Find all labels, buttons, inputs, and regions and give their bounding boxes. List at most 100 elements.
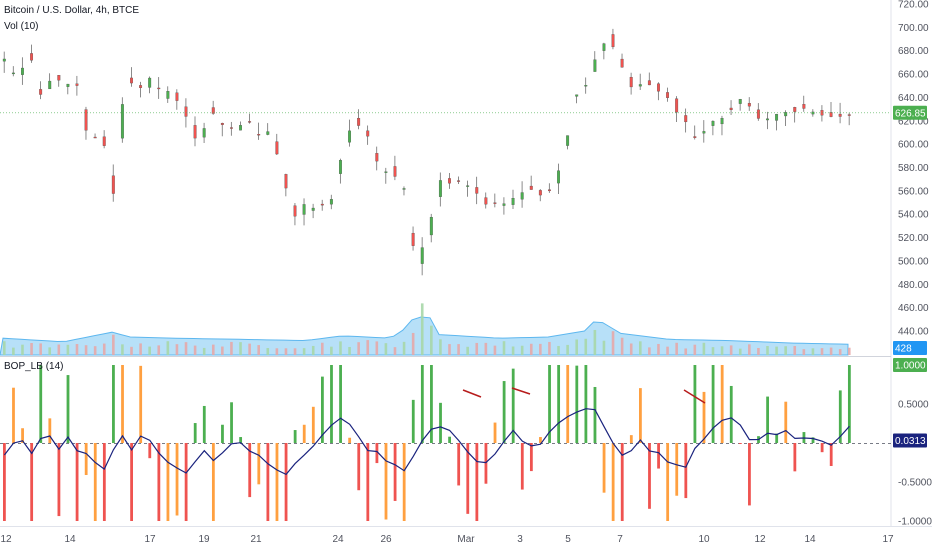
volume-bar xyxy=(493,345,497,355)
candle-body xyxy=(466,185,470,187)
candle-body xyxy=(21,67,24,75)
bop-bar xyxy=(602,443,606,493)
bop-top-tag: 1.0000 xyxy=(895,361,926,372)
bop-bar xyxy=(148,443,152,459)
candle-body xyxy=(366,130,370,137)
candle-body xyxy=(257,134,261,136)
candle-body xyxy=(584,85,588,87)
candle-body xyxy=(120,104,124,139)
bop-bar xyxy=(793,443,797,472)
volume-bar xyxy=(784,346,787,355)
volume-bar xyxy=(148,346,151,355)
candle-body xyxy=(384,171,388,173)
volume-bar xyxy=(548,341,551,355)
bop-bar xyxy=(157,443,161,521)
bop-bar xyxy=(112,365,115,443)
volume-bar xyxy=(339,341,342,355)
bop-bar xyxy=(102,443,106,521)
volume-bar xyxy=(748,344,751,355)
volume-bar xyxy=(393,347,397,355)
bop-bar xyxy=(221,424,224,443)
candle-body xyxy=(320,203,324,206)
candle-body xyxy=(693,136,697,138)
candle-body xyxy=(729,107,733,111)
bop-bar xyxy=(393,443,397,501)
candle-body xyxy=(638,84,642,87)
bop-bar xyxy=(348,437,352,443)
bop-bar xyxy=(775,433,779,443)
bop-bar xyxy=(130,443,133,521)
bop-bar xyxy=(202,405,206,443)
candle-body xyxy=(84,109,88,131)
bop-bar xyxy=(457,443,461,486)
bop-bar xyxy=(847,365,851,443)
indicator-legend: BOP_LB (14) xyxy=(4,361,64,372)
bop-axis-label: -0.5000 xyxy=(898,478,932,489)
volume-bar xyxy=(66,344,70,355)
candle-body xyxy=(429,217,433,236)
volume-bar xyxy=(366,340,370,355)
candle-body xyxy=(93,136,97,139)
bop-bar xyxy=(675,443,679,496)
bop-bar xyxy=(12,387,15,443)
volume-bar xyxy=(384,343,388,355)
bop-bar xyxy=(748,443,751,506)
volume-bar xyxy=(202,347,206,355)
divergence-line xyxy=(462,389,482,398)
time-axis-label: 7 xyxy=(617,534,623,545)
volume-bar xyxy=(30,343,33,355)
bop-bar xyxy=(248,443,252,498)
price-axis-label: 720.00 xyxy=(898,0,929,11)
volume-bar xyxy=(711,347,715,355)
volume-bar xyxy=(375,341,379,355)
volume-bar xyxy=(420,303,424,355)
volume-legend: Vol (10) xyxy=(4,21,39,32)
volume-bar xyxy=(702,342,706,355)
bop-bar xyxy=(230,402,233,443)
volume-bar xyxy=(847,347,851,355)
volume-bar xyxy=(102,343,106,355)
volume-bar xyxy=(566,344,569,355)
bop-bar xyxy=(330,365,333,443)
price-axis-label: 620.00 xyxy=(898,116,929,127)
volume-bar xyxy=(157,345,161,355)
bop-bar xyxy=(84,443,88,476)
volume-bar xyxy=(766,346,769,355)
bop-axis-label: 0.5000 xyxy=(898,400,929,411)
volume-tag-bg xyxy=(893,341,927,355)
volume-bar xyxy=(221,346,224,355)
volume-bar xyxy=(775,346,778,355)
volume-bar xyxy=(757,348,760,355)
volume-bar xyxy=(348,346,351,355)
candle-body xyxy=(620,58,624,68)
candle-body xyxy=(647,80,651,86)
bop-bar xyxy=(648,443,651,509)
candle-body xyxy=(248,121,252,123)
candle-body xyxy=(666,92,670,98)
bop-bar xyxy=(629,435,633,443)
candle-body xyxy=(538,190,542,196)
bop-bar xyxy=(366,443,370,521)
volume-bar xyxy=(502,341,506,355)
candle-body xyxy=(348,130,352,143)
bop-bar xyxy=(702,391,706,443)
volume-bar xyxy=(820,348,824,355)
price-axis-label: 500.00 xyxy=(898,256,929,267)
time-axis-label: 12 xyxy=(754,534,766,545)
candle-body xyxy=(30,53,34,61)
candle-body xyxy=(266,131,270,135)
volume-bar xyxy=(75,344,79,355)
volume-bar xyxy=(448,344,451,355)
volume-bar xyxy=(57,344,61,355)
volume-bar xyxy=(330,346,333,355)
chart-title: Bitcoin / U.S. Dollar, 4h, BTCE xyxy=(4,5,140,16)
candle-body xyxy=(102,136,106,146)
time-axis-label: 3 xyxy=(517,534,523,545)
bop-axis-label: -1.0000 xyxy=(898,517,932,528)
bop-bar xyxy=(666,443,670,521)
candle-body xyxy=(420,247,424,264)
bop-bar xyxy=(448,436,451,443)
candle-body xyxy=(293,205,297,217)
volume-bar xyxy=(593,329,597,355)
